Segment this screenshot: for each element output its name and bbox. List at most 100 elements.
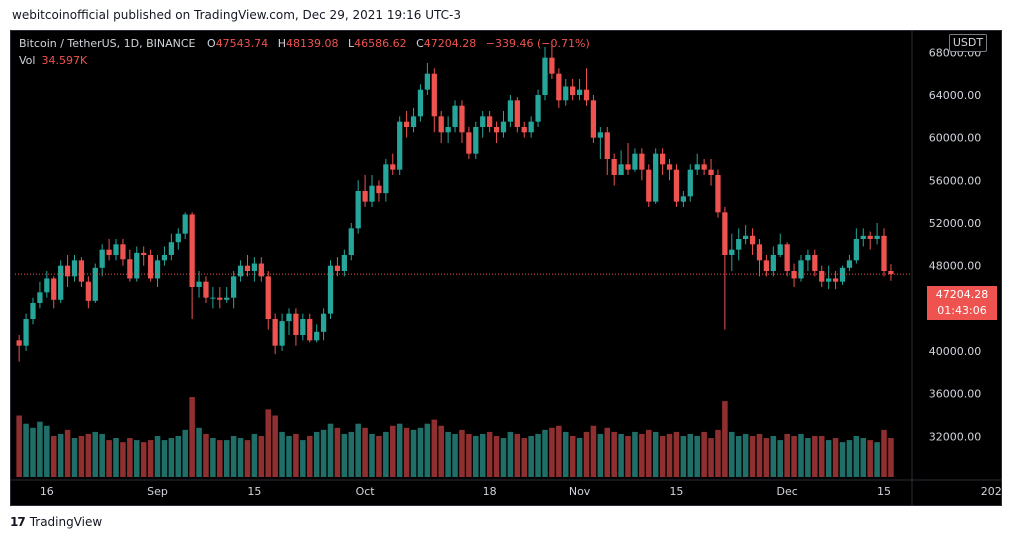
candle-body [307, 319, 313, 341]
volume-bar [583, 431, 590, 477]
candle-body [749, 235, 756, 245]
volume-bar [348, 431, 355, 477]
candle-body [819, 271, 825, 282]
volume-bar [376, 436, 382, 477]
candle-body [680, 196, 686, 202]
volume-bar [500, 438, 507, 477]
volume-bar [867, 440, 873, 477]
currency-unit-button[interactable]: USDT [949, 34, 987, 52]
volume-bar [805, 438, 811, 477]
candle-body [832, 278, 839, 282]
candle-body [341, 255, 347, 271]
volume-bar [293, 433, 299, 477]
candle-body [78, 260, 85, 282]
y-tick-label: 40000.00 [929, 345, 982, 358]
candle-body [528, 121, 534, 133]
volume-bar [390, 425, 396, 477]
volume-bar [784, 433, 790, 477]
x-tick-label: 2022 [981, 485, 1001, 498]
x-tick-label: 15 [669, 485, 683, 498]
candle-body [590, 100, 597, 138]
candle-body [639, 153, 645, 170]
volume-bar [154, 436, 161, 477]
high-key: H [277, 37, 286, 50]
volume-bar [687, 433, 694, 477]
volume-bar [798, 433, 804, 477]
candle-body [120, 244, 126, 260]
chart-frame[interactable]: 32000.0036000.0040000.0044000.0048000.00… [10, 30, 1002, 506]
volume-bar [722, 401, 728, 477]
candle-body [542, 57, 548, 95]
candle-body [563, 86, 569, 101]
candle-body [466, 132, 472, 154]
volume-bar [708, 438, 714, 477]
volume-bar [244, 440, 251, 477]
candlestick-chart[interactable]: 32000.0036000.0040000.0044000.0048000.00… [11, 31, 1001, 505]
candle-body [265, 276, 271, 319]
candle-body [403, 121, 410, 127]
volume-bar [860, 438, 867, 477]
candle-body [805, 255, 811, 261]
volume-bar [881, 429, 887, 477]
candle-body [189, 214, 195, 287]
volume-bar [175, 436, 182, 477]
volume-bar [756, 433, 763, 477]
volume-bar [818, 436, 825, 477]
candle-body [874, 235, 880, 239]
current-price-tag: 47204.28 01:43:06 [927, 286, 997, 320]
symbol-label[interactable]: Bitcoin / TetherUS, 1D, BINANCE [19, 37, 196, 50]
close-value: 47204.28 [423, 37, 477, 50]
candle-body [127, 259, 133, 279]
current-price-label: 47204.28 [935, 288, 989, 301]
volume-bar [140, 442, 147, 477]
candle-body [224, 297, 230, 300]
x-tick-label: 15 [247, 485, 261, 498]
volume-bar [853, 436, 860, 477]
candle-body [16, 340, 22, 346]
volume-bar [396, 423, 403, 477]
candle-body [653, 153, 659, 202]
volume-bar [127, 438, 133, 477]
volume-bar [355, 423, 361, 477]
tradingview-logo[interactable]: 17 TradingView [10, 515, 102, 529]
candle-body [487, 116, 493, 127]
candle-body [625, 164, 631, 170]
candle-body [853, 239, 859, 261]
candle-body [327, 265, 334, 314]
x-tick-label: Dec [777, 485, 798, 498]
volume-bar [410, 429, 417, 477]
candle-body [694, 164, 700, 170]
candle-body [659, 153, 666, 165]
candle-body [424, 73, 430, 90]
volume-bar [64, 429, 71, 477]
candle-body [431, 73, 437, 117]
volume-bar [604, 427, 611, 477]
volume-bar [134, 440, 140, 477]
volume-bar [680, 436, 687, 477]
volume-bar [521, 438, 527, 477]
volume-bar [514, 433, 521, 477]
candle-body [92, 267, 98, 301]
chart-legend: Bitcoin / TetherUS, 1D, BINANCE O47543.7… [19, 35, 596, 69]
volume-bar [646, 429, 652, 477]
candle-body [369, 185, 375, 202]
volume-bar [452, 433, 458, 477]
volume-bar [735, 436, 742, 477]
candle-body [383, 164, 389, 194]
candle-body [473, 127, 479, 154]
candle-body [632, 153, 638, 170]
x-tick-label: 15 [877, 485, 891, 498]
volume-bar [85, 433, 92, 477]
volume-bar [549, 427, 555, 477]
open-key: O [207, 37, 216, 50]
volume-bar [556, 425, 562, 477]
legend-ohlc-row: Bitcoin / TetherUS, 1D, BINANCE O47543.7… [19, 35, 596, 52]
volume-bar [431, 419, 438, 477]
volume-bar [694, 436, 700, 477]
candle-body [196, 281, 202, 287]
candle-body [293, 313, 299, 335]
candle-body [362, 191, 368, 202]
candle-body [583, 89, 590, 101]
volume-bar [237, 438, 244, 477]
candle-body [459, 105, 465, 133]
